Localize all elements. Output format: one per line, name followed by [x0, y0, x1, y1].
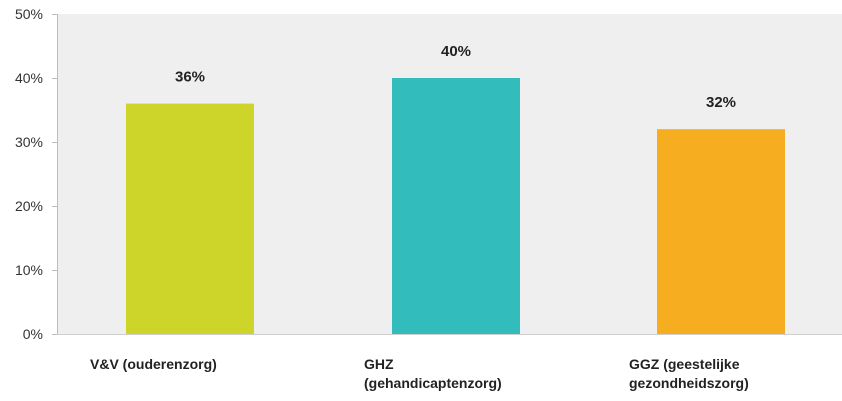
x-category-label: V&V (ouderenzorg): [90, 356, 217, 372]
x-category-label: gezondheidszorg): [629, 375, 749, 391]
bar: [657, 129, 785, 334]
y-tick-label: 0%: [23, 326, 43, 342]
y-tick-label: 20%: [15, 198, 43, 214]
x-category-label: (gehandicaptenzorg): [364, 375, 502, 391]
y-tick-label: 40%: [15, 70, 43, 86]
bar: [126, 103, 254, 334]
y-tick-label: 50%: [15, 6, 43, 22]
x-category-label: GHZ: [364, 356, 394, 372]
data-label: 40%: [441, 43, 471, 60]
y-tick-label: 10%: [15, 262, 43, 278]
data-label: 36%: [175, 69, 205, 86]
data-label: 32%: [706, 94, 736, 111]
y-tick-label: 30%: [15, 134, 43, 150]
x-category-label: GGZ (geestelijke: [629, 356, 740, 372]
bar: [392, 78, 520, 334]
